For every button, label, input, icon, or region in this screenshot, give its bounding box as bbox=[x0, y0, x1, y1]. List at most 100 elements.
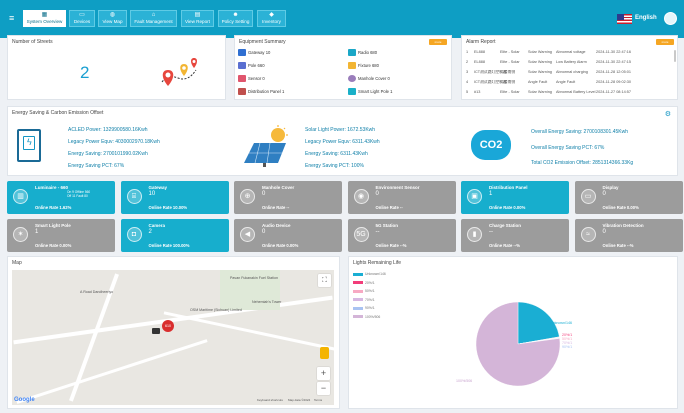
legend-item[interactable]: 100%/506 bbox=[353, 315, 380, 319]
legend-item[interactable]: 70%/1 bbox=[353, 298, 375, 302]
solar-energy-saving: Energy Saving: 6311.43Kwh bbox=[305, 151, 368, 157]
map-label: Pavan Fukanakin Fuel Station bbox=[230, 276, 278, 280]
nav-view-map[interactable]: ◍ View Map bbox=[98, 10, 127, 27]
device-card-5g-station[interactable]: 5G 5G Station -- Online Rate --% bbox=[347, 219, 456, 252]
device-online-rate: Online Rate 1.62% bbox=[35, 205, 72, 210]
device-card-camera[interactable]: ◘ Camera 2 Online Rate 100.00% bbox=[120, 219, 229, 252]
zoom-out-button[interactable]: − bbox=[317, 382, 330, 395]
map-cluster-marker[interactable]: 610 bbox=[162, 320, 174, 332]
legend-item[interactable]: 90%/1 bbox=[353, 306, 375, 310]
alarm-cell-level: Solar Warning bbox=[528, 70, 552, 74]
legend-label: Unknown/146 bbox=[365, 272, 386, 276]
device-count: 0 bbox=[262, 191, 266, 197]
device-count: 1 bbox=[489, 191, 493, 197]
nav-inventory[interactable]: ◆ Inventory bbox=[257, 10, 286, 27]
fullscreen-icon[interactable]: ⛶ bbox=[318, 274, 331, 287]
energy-saving: Energy Saving: 2700101990.02Kwh bbox=[68, 151, 148, 157]
device-online-rate: Online Rate 0.00% bbox=[489, 205, 526, 210]
equipment-item-sensor[interactable]: Sensor 0 bbox=[238, 74, 265, 83]
solar-energy-saving-pct: Energy Saving PCT: 100% bbox=[305, 163, 364, 169]
menu-icon[interactable]: ≡ bbox=[9, 13, 15, 23]
pie-slice[interactable] bbox=[517, 301, 560, 345]
energy-saving-pct: Energy Saving PCT: 67% bbox=[68, 163, 125, 169]
legend-item[interactable]: 20%/1 bbox=[353, 281, 375, 285]
legend-item[interactable]: 50%/1 bbox=[353, 289, 375, 293]
map-canvas[interactable]: Pavan Fukanakin Fuel Station A Road Dand… bbox=[12, 270, 334, 405]
device-card-charge-station[interactable]: ▮ Charge Station -- Online Rate --% bbox=[461, 219, 569, 252]
camera-marker-icon[interactable] bbox=[152, 328, 160, 334]
device-name: Display bbox=[602, 185, 619, 190]
legend-label: 90%/1 bbox=[365, 306, 375, 310]
grid-icon: ▦ bbox=[41, 12, 48, 18]
nav-policy-setting[interactable]: ☻ Policy Setting bbox=[218, 10, 253, 27]
language-selector[interactable]: English bbox=[635, 15, 657, 21]
device-count: 0 bbox=[375, 191, 379, 197]
zoom-in-button[interactable]: + bbox=[317, 367, 330, 380]
device-online-rate: Online Rate 0.00% bbox=[35, 243, 72, 248]
map-label: OSM Maritime (Sichuan) Limited bbox=[190, 308, 242, 312]
device-name: Audio Device bbox=[262, 223, 291, 228]
alarm-cell-no: 5 bbox=[466, 90, 469, 94]
radio-icon bbox=[348, 49, 356, 56]
device-card-audio-device[interactable]: ◀ Audio Device 0 Online Rate 0.00% bbox=[234, 219, 342, 252]
device-count: 0 bbox=[602, 229, 606, 235]
keyboard-shortcuts-link[interactable]: Keyboard shortcuts bbox=[257, 398, 283, 402]
alarm-row[interactable]: 4 ICT测试路灯控制器二楼南侧 Angle Fault Angle Fault 202… bbox=[466, 80, 674, 85]
device-card-environment-sensor[interactable]: ◉ Environment Sensor 0 Online Rate -- bbox=[347, 181, 456, 214]
manhole-icon: ⊕ bbox=[240, 189, 255, 204]
nav-devices[interactable]: ▭ Devices bbox=[69, 10, 95, 27]
device-card-vibration-detection[interactable]: ≈ Vibration Detection 0 Online Rate --% bbox=[574, 219, 683, 252]
device-status-line: On 9 Offline 560 bbox=[67, 190, 91, 194]
equipment-item-fixture[interactable]: Fixture 680 bbox=[348, 61, 379, 70]
alarm-row[interactable]: 5 #13 Elite - Solar Solar Warning Abnormal B… bbox=[466, 90, 674, 94]
device-online-rate: Online Rate 0.00% bbox=[602, 205, 639, 210]
device-card-distribution-panel[interactable]: ▣ Distribution Panel 1 Online Rate 0.00% bbox=[461, 181, 569, 214]
alarm-row[interactable]: 3 ICT测试路灯控制器二楼南侧 Solar Warning Abnormal cha… bbox=[466, 70, 674, 75]
equipment-item-radio[interactable]: Radio 680 bbox=[348, 48, 377, 57]
equipment-label: Smart Light Pole 1 bbox=[358, 89, 393, 94]
alarm-cell-level: Solar Warning bbox=[528, 50, 552, 54]
device-name: Charge Station bbox=[489, 223, 522, 228]
map-label: Nehemiah's Tower bbox=[252, 300, 282, 304]
nav-view-report[interactable]: ▤ View Report bbox=[181, 10, 214, 27]
overall-energy-saving-pct: Overall Energy Saving PCT: 67% bbox=[531, 145, 605, 151]
device-name: Smart Light Pole bbox=[35, 223, 71, 228]
alarm-cell-desc: Abnormal charging bbox=[556, 70, 588, 74]
avatar[interactable] bbox=[664, 12, 677, 25]
legend-swatch bbox=[353, 281, 363, 284]
5g-icon: 5G bbox=[353, 227, 369, 242]
alarm-row[interactable]: 1 EL888 Elite - Solar Solar Warning Abnormal… bbox=[466, 50, 674, 54]
us-flag-icon[interactable] bbox=[617, 14, 632, 24]
equipment-more-button[interactable]: more bbox=[429, 39, 447, 45]
equipment-item-gateway[interactable]: Gateway 10 bbox=[238, 48, 270, 57]
nav-label: System Overview bbox=[26, 19, 63, 24]
device-card-luminaire-660[interactable]: ▥ Luminaire - 660 On 9 Offline 560 Off 11 F… bbox=[7, 181, 115, 214]
street-view-pegman-icon[interactable] bbox=[320, 347, 329, 359]
equipment-item-distribution-panel[interactable]: Distribution Panel 1 bbox=[238, 87, 284, 96]
audio-icon: ◀ bbox=[240, 227, 255, 242]
pie-slice[interactable] bbox=[475, 301, 561, 387]
settings-gear-icon[interactable]: ⚙ bbox=[664, 111, 671, 118]
device-name: 5G Station bbox=[375, 223, 399, 228]
solar-panel-icon bbox=[244, 125, 288, 167]
pie-slice-label: 90%/1 bbox=[562, 345, 572, 349]
alarm-cell-type: Elite - Solar bbox=[500, 90, 520, 94]
light-pole-icon bbox=[348, 88, 356, 95]
alarm-row[interactable]: 2 EL888 Elite - Solar Solar Warning Low Batt… bbox=[466, 60, 674, 64]
equipment-item-smart-light-pole[interactable]: Smart Light Pole 1 bbox=[348, 87, 392, 96]
nav-fault-management[interactable]: ⌂ Fault Management bbox=[130, 10, 177, 27]
nav-system-overview[interactable]: ▦ System Overview bbox=[23, 10, 66, 27]
device-card-display[interactable]: ▭ Display 0 Online Rate 0.00% bbox=[574, 181, 683, 214]
alarm-more-button[interactable]: more bbox=[656, 39, 674, 45]
legend-item[interactable]: Unknown/146 bbox=[353, 272, 386, 276]
device-card-manhole-cover[interactable]: ⊕ Manhole Cover 0 Online Rate -- bbox=[234, 181, 342, 214]
distribution-panel-icon bbox=[238, 88, 246, 95]
terms-link[interactable]: Terms bbox=[314, 398, 323, 402]
device-card-smart-light-pole[interactable]: ✶ Smart Light Pole 1 Online Rate 0.00% bbox=[7, 219, 115, 252]
device-card-gateway[interactable]: ⌸ Gateway 10 Online Rate 10.00% bbox=[120, 181, 229, 214]
equipment-item-manhole-cover[interactable]: Manhole Cover 0 bbox=[348, 74, 390, 83]
device-status-breakdown: On 9 Offline 560 Off 11 Fault 80 bbox=[67, 190, 90, 198]
alarm-scrollbar[interactable] bbox=[674, 50, 676, 62]
co2-cloud-icon: CO2 bbox=[471, 130, 511, 160]
equipment-item-pole[interactable]: Pole 660 bbox=[238, 61, 265, 70]
